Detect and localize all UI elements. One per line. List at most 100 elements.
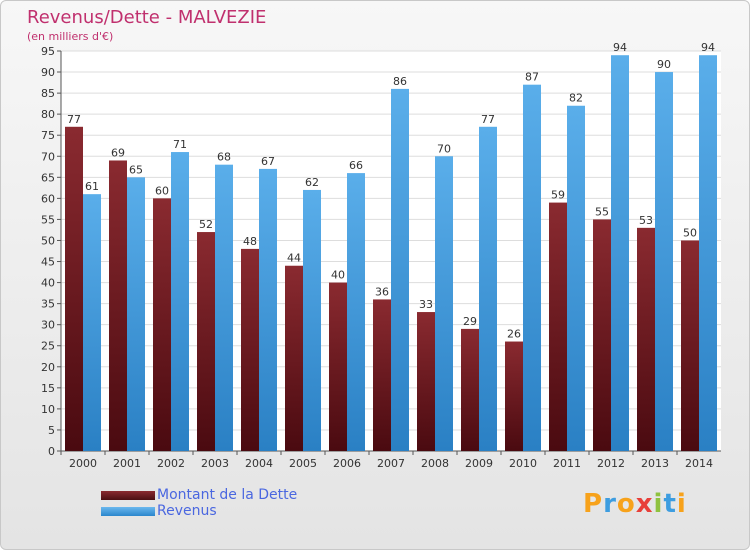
- data-label-debt: 48: [243, 235, 257, 248]
- y-tick-label: 90: [41, 66, 55, 79]
- y-tick-label: 75: [41, 129, 55, 142]
- y-tick-label: 45: [41, 256, 55, 269]
- data-label-debt: 55: [595, 205, 609, 218]
- data-label-revenue: 61: [85, 180, 99, 193]
- y-tick-label: 40: [41, 277, 55, 290]
- bar-revenue: [391, 88, 409, 451]
- y-tick-label: 15: [41, 382, 55, 395]
- data-label-revenue: 70: [437, 142, 451, 155]
- bar-revenue: [611, 55, 629, 452]
- data-label-debt: 36: [375, 285, 389, 298]
- data-label-revenue: 77: [481, 113, 495, 126]
- x-tick-label: 2006: [333, 457, 361, 470]
- x-tick-label: 2014: [685, 457, 713, 470]
- x-tick-label: 2003: [201, 457, 229, 470]
- x-tick-label: 2010: [509, 457, 537, 470]
- y-tick-label: 10: [41, 403, 55, 416]
- bar-debt: [197, 232, 215, 451]
- y-tick-label: 25: [41, 340, 55, 353]
- bar-revenue: [215, 164, 233, 451]
- legend-swatch-revenue: [101, 506, 155, 516]
- bar-revenue: [567, 105, 585, 451]
- bar-debt: [285, 265, 303, 451]
- x-tick-label: 2012: [597, 457, 625, 470]
- x-tick-label: 2005: [289, 457, 317, 470]
- data-label-revenue: 65: [129, 163, 143, 176]
- y-tick-label: 35: [41, 298, 55, 311]
- data-label-debt: 40: [331, 269, 345, 282]
- data-label-revenue: 67: [261, 155, 275, 168]
- bar-revenue: [127, 177, 145, 451]
- data-label-debt: 53: [639, 214, 653, 227]
- bar-revenue: [655, 72, 673, 451]
- data-label-revenue: 71: [173, 138, 187, 151]
- bar-revenue: [479, 126, 497, 451]
- x-tick-label: 2007: [377, 457, 405, 470]
- x-tick-label: 2008: [421, 457, 449, 470]
- legend-item-revenue: Revenus: [101, 503, 297, 519]
- bar-revenue: [171, 152, 189, 452]
- bar-debt: [417, 312, 435, 451]
- legend-item-debt: Montant de la Dette: [101, 487, 297, 503]
- y-tick-label: 50: [41, 234, 55, 247]
- data-label-debt: 26: [507, 328, 521, 341]
- bar-debt: [241, 248, 259, 451]
- x-tick-label: 2011: [553, 457, 581, 470]
- y-tick-label: 80: [41, 108, 55, 121]
- data-label-debt: 29: [463, 315, 477, 328]
- data-label-debt: 44: [287, 252, 301, 265]
- chart-legend: Montant de la Dette Revenus: [101, 487, 297, 519]
- data-label-revenue: 94: [701, 41, 715, 54]
- data-label-revenue: 82: [569, 92, 583, 105]
- bar-revenue: [435, 156, 453, 451]
- y-tick-label: 5: [48, 424, 55, 437]
- x-tick-label: 2009: [465, 457, 493, 470]
- x-tick-label: 2004: [245, 457, 273, 470]
- x-tick-label: 2013: [641, 457, 669, 470]
- data-label-debt: 59: [551, 189, 565, 202]
- bar-revenue: [303, 189, 321, 451]
- bar-debt: [593, 219, 611, 451]
- bar-debt: [461, 328, 479, 451]
- bar-debt: [65, 126, 83, 451]
- data-label-revenue: 62: [305, 176, 319, 189]
- y-tick-label: 65: [41, 171, 55, 184]
- y-tick-label: 85: [41, 87, 55, 100]
- bar-debt: [373, 299, 391, 451]
- data-label-debt: 69: [111, 146, 125, 159]
- y-tick-label: 60: [41, 192, 55, 205]
- y-tick-label: 0: [48, 445, 55, 458]
- bar-revenue: [523, 84, 541, 452]
- bar-debt: [505, 341, 523, 451]
- y-tick-label: 55: [41, 213, 55, 226]
- data-label-revenue: 66: [349, 159, 363, 172]
- bar-revenue: [347, 173, 365, 451]
- y-tick-label: 70: [41, 150, 55, 163]
- bar-revenue: [259, 168, 277, 452]
- bar-debt: [637, 227, 655, 451]
- chart-subtitle: (en milliers d'€): [27, 30, 114, 43]
- bar-revenue: [699, 55, 717, 452]
- x-tick-label: 2002: [157, 457, 185, 470]
- chart-title: Revenus/Dette - MALVEZIE: [27, 7, 267, 28]
- data-label-debt: 50: [683, 226, 697, 239]
- proxiti-logo: Proxiti: [583, 489, 687, 519]
- data-label-revenue: 94: [613, 41, 627, 54]
- x-tick-label: 2001: [113, 457, 141, 470]
- data-label-revenue: 86: [393, 75, 407, 88]
- y-tick-label: 20: [41, 361, 55, 374]
- data-label-revenue: 87: [525, 71, 539, 84]
- bar-debt: [153, 198, 171, 451]
- bar-debt: [329, 282, 347, 451]
- data-label-debt: 33: [419, 298, 433, 311]
- legend-swatch-debt: [101, 490, 155, 500]
- bar-debt: [109, 160, 127, 451]
- data-label-debt: 60: [155, 184, 169, 197]
- bar-debt: [549, 202, 567, 451]
- y-tick-label: 95: [41, 45, 55, 58]
- data-label-revenue: 90: [657, 58, 671, 71]
- bar-debt: [681, 240, 699, 451]
- bar-revenue: [83, 194, 101, 451]
